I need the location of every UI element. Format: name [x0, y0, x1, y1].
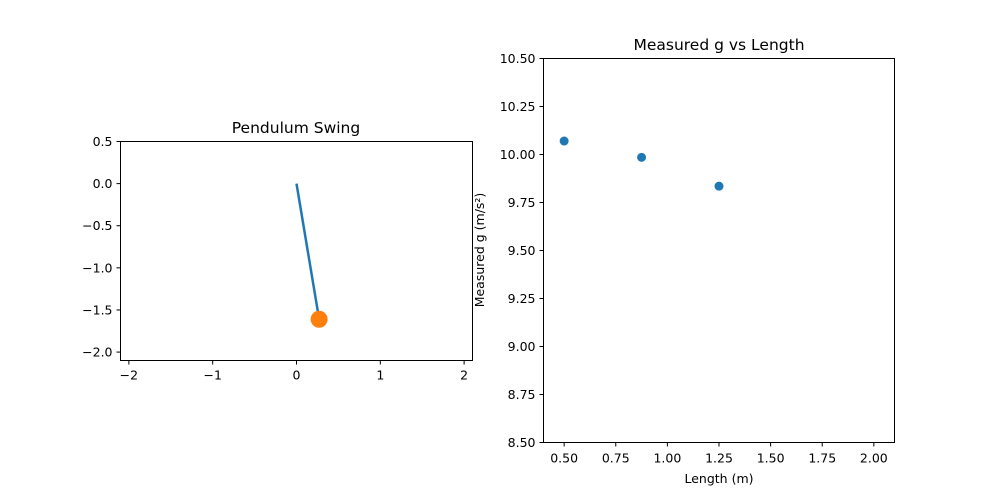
pendulum-x-axis: −2 −1 0 1 2 — [120, 360, 468, 383]
measured-g-x-tick-label: 0.50 — [550, 451, 578, 466]
pendulum-y-axis: 0.5 0.0 −0.5 −1.0 −1.5 −2.0 — [82, 134, 121, 360]
pendulum-rod — [295, 183, 321, 320]
pendulum-chart: Pendulum Swing −2 −1 0 1 2 0.5 0.0 −0.5 −1.0 −1.… — [82, 119, 473, 383]
measured-g-chart: Measured g vs Length 0.50 0.75 1.00 1.25 1.5… — [472, 36, 895, 486]
pendulum-y-tick-label: −0.5 — [82, 218, 112, 233]
measured-g-x-tick-label: 1.75 — [808, 451, 836, 466]
pendulum-x-tick-label: 2 — [460, 368, 468, 383]
measured-g-y-tick-label: 9.00 — [508, 339, 536, 354]
measured-g-y-tick-label: 10.50 — [500, 51, 536, 66]
pendulum-axes-frame — [120, 141, 473, 361]
pendulum-x-tick-label: 1 — [376, 368, 384, 383]
measured-g-y-tick-label: 9.50 — [508, 243, 536, 258]
pendulum-y-tick-label: 0.0 — [93, 176, 113, 191]
measured-g-point — [714, 181, 724, 191]
measured-g-x-tick-label: 1.25 — [705, 451, 733, 466]
pendulum-chart-title: Pendulum Swing — [232, 119, 360, 137]
measured-g-y-tick-label: 9.25 — [508, 291, 536, 306]
pendulum-x-tick-label: −1 — [203, 368, 221, 383]
pendulum-x-tick-label: −2 — [120, 368, 138, 383]
pendulum-y-tick-label: −2.0 — [82, 345, 112, 360]
pendulum-bob — [310, 310, 328, 328]
measured-g-axes-frame — [543, 58, 895, 443]
measured-g-chart-title: Measured g vs Length — [633, 36, 804, 54]
pendulum-y-tick-label: −1.5 — [82, 302, 112, 317]
measured-g-point — [559, 136, 569, 146]
measured-g-x-tick-label: 0.75 — [602, 451, 630, 466]
pendulum-x-tick-label: 0 — [293, 368, 301, 383]
pendulum-y-tick-label: 0.5 — [93, 134, 113, 149]
measured-g-x-tick-label: 1.50 — [757, 451, 785, 466]
measured-g-plot-area — [559, 136, 724, 191]
measured-g-y-tick-label: 9.75 — [508, 195, 536, 210]
measured-g-y-axis: 10.50 10.25 10.00 9.75 9.50 9.25 9.00 8.75 8.50 — [500, 51, 544, 450]
measured-g-y-tick-label: 10.25 — [500, 99, 536, 114]
measured-g-point — [637, 152, 647, 162]
pendulum-y-tick-label: −1.0 — [82, 260, 112, 275]
measured-g-y-axis-label: Measured g (m/s²) — [472, 193, 487, 308]
measured-g-y-tick-label: 8.75 — [508, 387, 536, 402]
measured-g-x-tick-label: 1.00 — [653, 451, 681, 466]
measured-g-y-tick-label: 10.00 — [500, 147, 536, 162]
measured-g-x-axis: 0.50 0.75 1.00 1.25 1.50 1.75 2.00 — [550, 442, 888, 466]
measured-g-x-tick-label: 2.00 — [860, 451, 888, 466]
pendulum-plot-area — [295, 183, 328, 328]
measured-g-y-tick-label: 8.50 — [508, 435, 536, 450]
measured-g-x-axis-label: Length (m) — [684, 471, 753, 486]
